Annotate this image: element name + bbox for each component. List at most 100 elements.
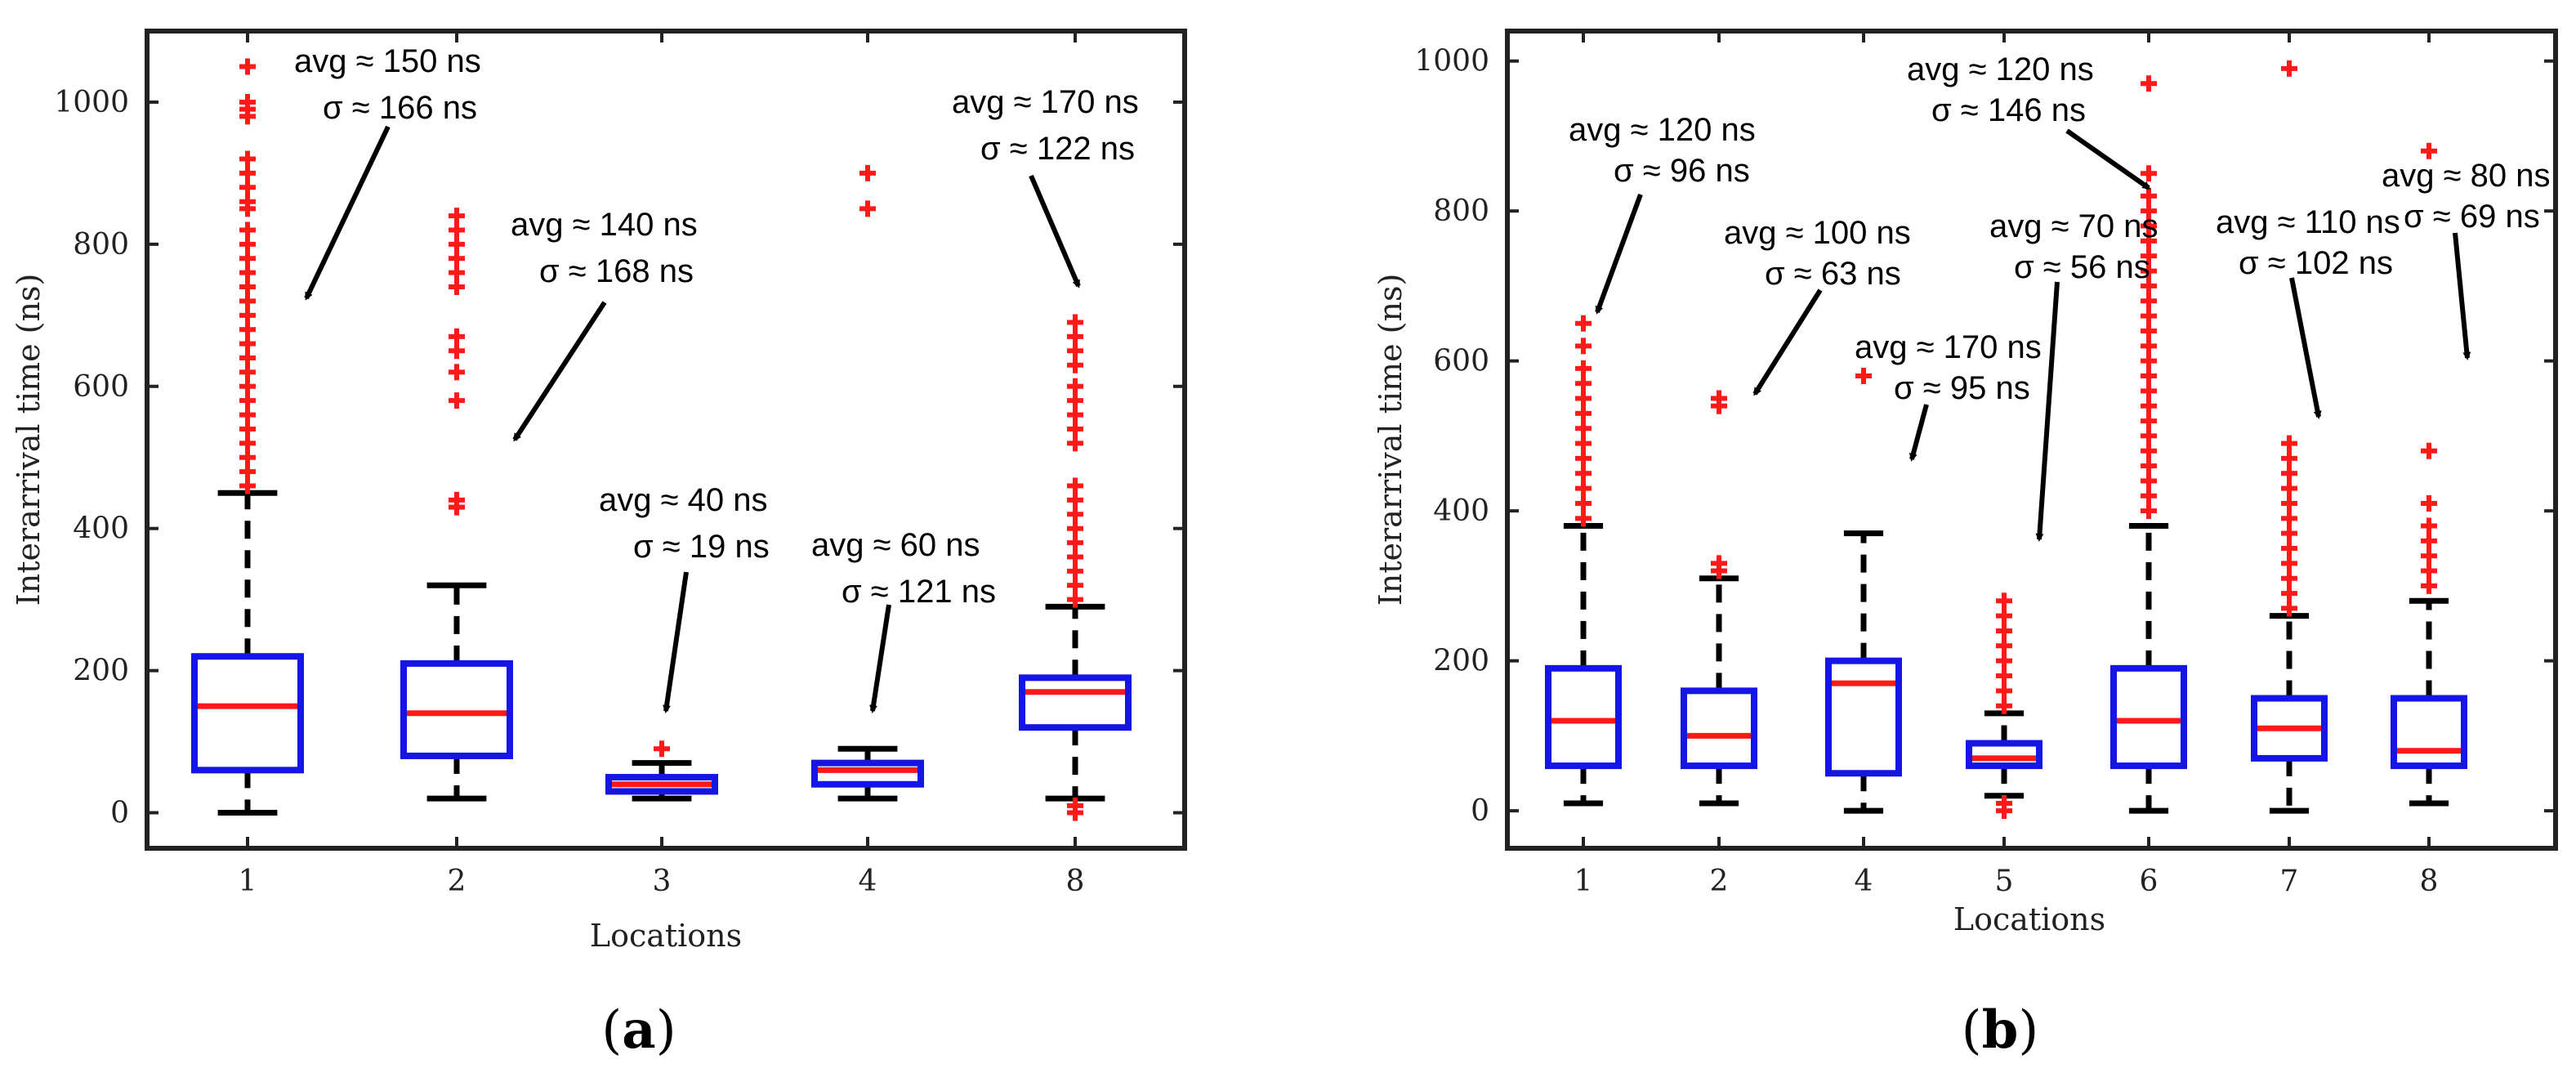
- box-iqr: [1019, 674, 1132, 731]
- x-tick-label: 4: [859, 865, 877, 898]
- outlier-point: [2421, 532, 2437, 549]
- outlier-point: [1575, 420, 1592, 437]
- outlier-point: [2141, 458, 2157, 475]
- outlier-point: [2281, 60, 2297, 77]
- outlier-point: [449, 279, 465, 296]
- annotation-arrow: [1595, 193, 1643, 315]
- outlier-point: [1996, 697, 2012, 714]
- outlier-point: [654, 740, 670, 758]
- outlier-point: [1996, 592, 2012, 610]
- annotation-sigma: σ ≈ 56 ns: [2014, 249, 2150, 285]
- annotation-arrow: [2453, 232, 2471, 360]
- x-tick-label: 8: [2420, 865, 2439, 898]
- box-iqr: [2110, 664, 2187, 770]
- panel-a-ylabel: Interarrival time (ns): [11, 274, 47, 606]
- x-tick-label: 4: [1855, 865, 1873, 898]
- outlier-point: [2141, 248, 2157, 265]
- outlier-point: [2141, 427, 2157, 445]
- outlier-point: [2421, 442, 2437, 459]
- y-tick-label: 400: [1433, 494, 1489, 528]
- outlier-point: [859, 164, 876, 181]
- panel-a-plot-frame: [145, 29, 1187, 851]
- box-iqr: [2251, 695, 2328, 762]
- outlier-point: [1711, 397, 1727, 414]
- outlier-point: [239, 306, 256, 324]
- box-iqr: [1545, 664, 1622, 770]
- outlier-point: [2281, 600, 2297, 617]
- panel-a-label: (a): [601, 999, 676, 1061]
- outlier-point: [1855, 368, 1872, 385]
- outlier-point: [1575, 315, 1592, 332]
- outlier-point: [1067, 328, 1083, 345]
- annotation-avg: avg ≈ 80 ns: [2382, 158, 2551, 194]
- outlier-point: [2141, 232, 2157, 249]
- outlier-point: [2141, 397, 2157, 414]
- outlier-point: [1067, 342, 1083, 360]
- box-iqr: [1966, 740, 2042, 770]
- x-tick-label: 3: [653, 865, 672, 898]
- outlier-point: [239, 58, 256, 75]
- annotation-sigma: σ ≈ 121 ns: [842, 574, 996, 610]
- box-iqr: [811, 759, 924, 788]
- outlier-point: [239, 150, 256, 168]
- outlier-point: [2141, 277, 2157, 294]
- outlier-point: [1067, 534, 1083, 552]
- outlier-point: [1996, 682, 2012, 700]
- outlier-point: [1996, 637, 2012, 655]
- annotation-avg: avg ≈ 110 ns: [2216, 204, 2400, 240]
- outlier-point: [1067, 435, 1083, 452]
- outlier-point: [449, 264, 465, 281]
- outlier-point: [2281, 585, 2297, 602]
- outlier-point: [449, 498, 465, 516]
- x-tick-label: 5: [1995, 865, 2014, 898]
- outlier-point: [2141, 307, 2157, 324]
- outlier-point: [239, 364, 256, 381]
- outlier-point: [239, 164, 256, 181]
- outlier-point: [2141, 262, 2157, 279]
- outlier-point: [1067, 491, 1083, 508]
- outlier-point: [2421, 517, 2437, 534]
- outlier-point: [2141, 203, 2157, 220]
- outlier-point: [239, 350, 256, 366]
- outlier-point: [449, 250, 465, 267]
- annotation-arrow: [304, 125, 391, 301]
- outlier-point: [239, 321, 256, 338]
- y-tick-label: 200: [73, 655, 129, 688]
- box-iqr: [1825, 657, 1902, 777]
- outlier-point: [2281, 465, 2297, 482]
- outlier-point: [1575, 465, 1592, 482]
- outlier-point: [239, 392, 256, 409]
- x-tick-label: 6: [2140, 865, 2159, 898]
- outlier-point: [1067, 562, 1083, 579]
- x-tick-label: 8: [1066, 865, 1085, 898]
- outlier-point: [239, 378, 256, 395]
- outlier-point: [1996, 667, 2012, 684]
- x-tick-label: 2: [1710, 865, 1729, 898]
- outlier-point: [1067, 520, 1083, 537]
- annotation-avg: avg ≈ 170 ns: [1855, 329, 2042, 365]
- outlier-point: [239, 335, 256, 352]
- x-tick-label: 7: [2280, 865, 2299, 898]
- annotation-sigma: σ ≈ 95 ns: [1894, 370, 2030, 406]
- outlier-point: [449, 328, 465, 345]
- y-tick-label: 400: [73, 512, 129, 546]
- annotation-arrow: [2065, 128, 2151, 190]
- outlier-point: [2141, 217, 2157, 235]
- annotation-arrow: [512, 301, 607, 442]
- outlier-point: [1575, 405, 1592, 422]
- panel-a-chart: 0 200 400 600 800 1000 1 2 3 4 8 avg ≈ 150 ns σ ≈ 16…: [11, 29, 1187, 1061]
- y-tick-label: 1000: [1414, 45, 1489, 78]
- panel-b-plot-content: 0 200 400 600 800 1000 1 2 4 5 6 7 8 avg ≈ 120 ns σ ≈ …: [1414, 31, 2556, 898]
- y-tick-label: 600: [1433, 345, 1489, 378]
- outlier-point: [2141, 368, 2157, 385]
- outlier-point: [239, 108, 256, 125]
- outlier-point: [239, 449, 256, 466]
- outlier-point: [2281, 449, 2297, 467]
- outlier-point: [2281, 510, 2297, 527]
- outlier-point: [239, 477, 256, 494]
- panel-b-plot-frame: [1505, 29, 2558, 851]
- outlier-point: [2141, 487, 2157, 504]
- box-iqr: [1681, 687, 1757, 770]
- outlier-point: [239, 179, 256, 196]
